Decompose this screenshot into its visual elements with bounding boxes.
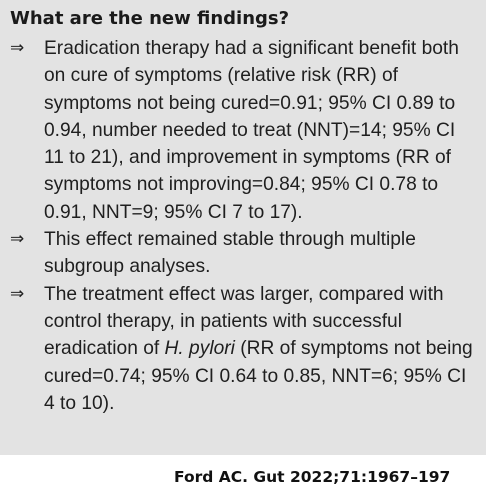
finding-text-start: The treatment effect was larger, compare… [44, 283, 444, 360]
arrow-icon: ⇒ [10, 229, 25, 250]
finding-text: Eradication therapy had a significant be… [44, 38, 459, 223]
finding-item: ⇒ The treatment effect was larger, compa… [10, 281, 476, 417]
arrow-icon: ⇒ [10, 283, 25, 304]
finding-text-end: (RR of symptoms not being cured=0.74; 95… [44, 338, 473, 414]
finding-item: ⇒ Eradication therapy had a significant … [10, 35, 476, 226]
citation: Ford AC. Gut 2022;71:1967–197 [174, 468, 451, 486]
finding-item: ⇒ This effect remained stable through mu… [10, 226, 476, 281]
findings-heading: What are the new findings? [10, 8, 290, 29]
finding-text: This effect remained stable through mult… [44, 229, 416, 278]
findings-box: What are the new findings? ⇒ Eradication… [0, 0, 486, 455]
findings-list: ⇒ Eradication therapy had a significant … [10, 35, 476, 417]
arrow-icon: ⇒ [10, 38, 25, 58]
finding-text-species: H. pylori [164, 338, 235, 360]
